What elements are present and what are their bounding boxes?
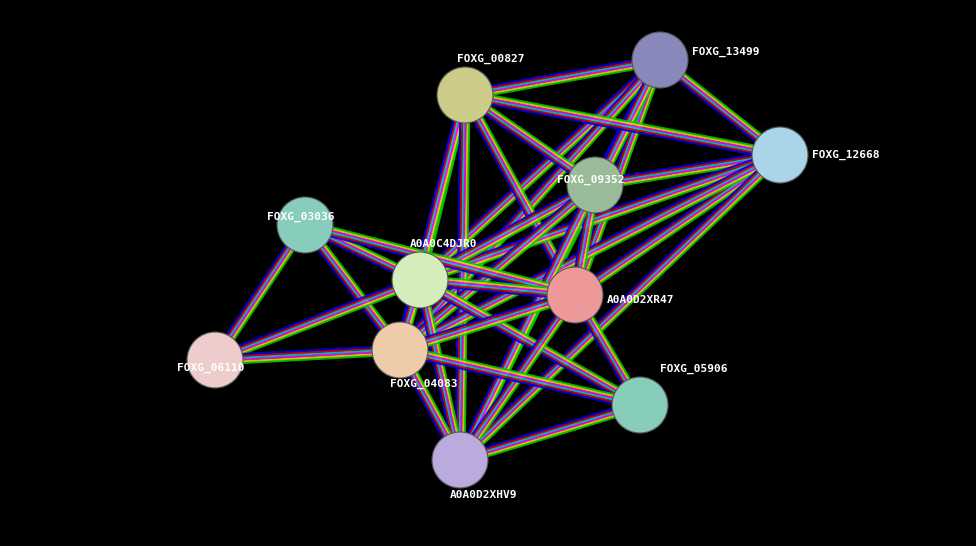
Circle shape bbox=[432, 432, 488, 488]
Circle shape bbox=[632, 32, 688, 88]
Text: FOXG_13499: FOXG_13499 bbox=[692, 47, 759, 57]
Text: A0A0C4DJR0: A0A0C4DJR0 bbox=[410, 239, 477, 249]
Text: FOXG_00827: FOXG_00827 bbox=[457, 54, 524, 64]
Text: FOXG_12668: FOXG_12668 bbox=[812, 150, 879, 160]
Text: A0A0D2XR47: A0A0D2XR47 bbox=[607, 295, 674, 305]
Circle shape bbox=[392, 252, 448, 308]
Circle shape bbox=[612, 377, 668, 433]
Circle shape bbox=[277, 197, 333, 253]
Text: FOXG_09352: FOXG_09352 bbox=[557, 175, 625, 185]
Text: FOXG_04083: FOXG_04083 bbox=[390, 379, 458, 389]
Circle shape bbox=[187, 332, 243, 388]
Circle shape bbox=[752, 127, 808, 183]
Text: FOXG_06110: FOXG_06110 bbox=[177, 363, 245, 373]
Text: A0A0D2XHV9: A0A0D2XHV9 bbox=[450, 490, 517, 500]
Text: FOXG_03036: FOXG_03036 bbox=[267, 212, 335, 222]
Circle shape bbox=[437, 67, 493, 123]
Circle shape bbox=[372, 322, 428, 378]
Circle shape bbox=[567, 157, 623, 213]
Circle shape bbox=[547, 267, 603, 323]
Text: FOXG_05906: FOXG_05906 bbox=[660, 364, 727, 374]
